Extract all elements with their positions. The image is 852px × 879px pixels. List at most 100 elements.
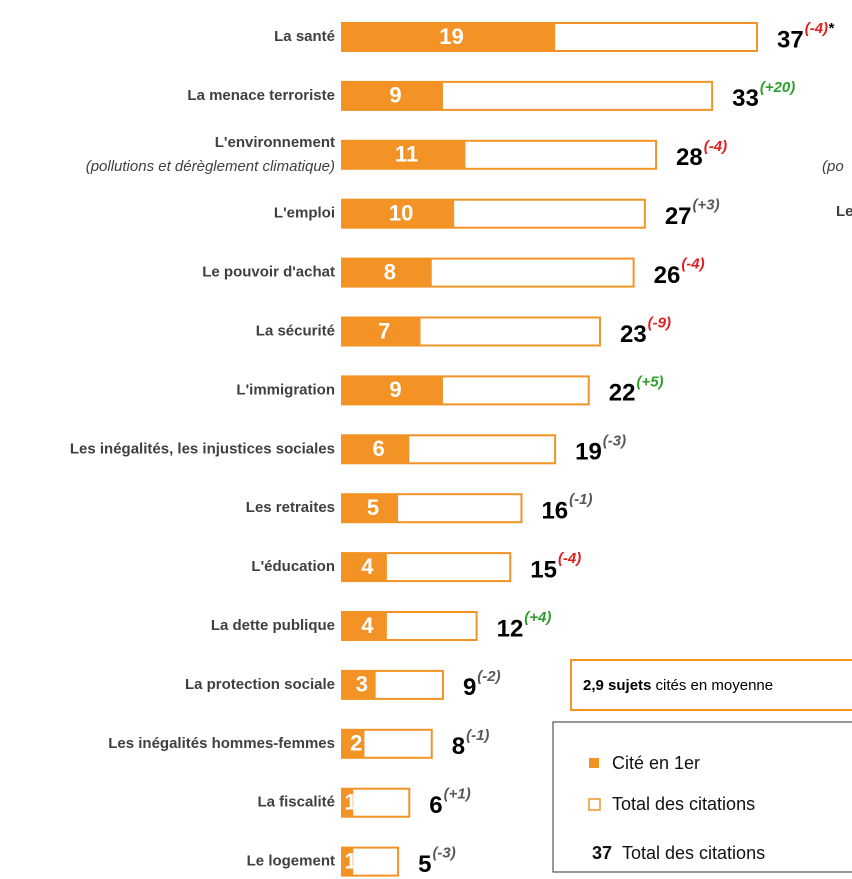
average-box [570, 659, 852, 711]
value-total: 12 [497, 615, 524, 642]
value-total: 15 [530, 556, 557, 583]
bar-total [341, 728, 433, 759]
change-label: (-4) [681, 256, 704, 273]
value-total: 37 [777, 26, 804, 53]
value-total: 19 [575, 439, 602, 466]
value-first: 5 [367, 495, 379, 520]
change-value: (-1) [466, 727, 489, 744]
change-value: (+20) [760, 79, 795, 96]
change-label: (+5) [636, 373, 663, 390]
change-label: (+1) [444, 786, 471, 803]
value-total: 6 [429, 792, 442, 819]
bar-first [342, 729, 365, 758]
legend-label: Total des citations [622, 843, 765, 863]
category-label: La fiscalité [257, 794, 335, 811]
bar-total [341, 611, 478, 641]
change-label: (+3) [693, 197, 720, 214]
change-value: (-3) [432, 845, 455, 862]
legend-swatch-total [588, 798, 601, 811]
legend-box [552, 721, 852, 873]
category-sublabel: (pollutions et dérèglement climatique) [86, 158, 335, 175]
change-label: (-4) [558, 550, 581, 567]
change-label: (-4)* [805, 20, 835, 37]
change-value: (+3) [693, 197, 720, 214]
category-label: La protection sociale [185, 676, 335, 693]
bar-total [341, 257, 635, 288]
value-total: 23 [620, 321, 647, 348]
category-label: Le logement [247, 853, 335, 870]
bar-first [342, 670, 376, 699]
bar-first [342, 494, 399, 523]
category-label: La sécurité [256, 322, 335, 339]
bar-total [341, 669, 444, 700]
change-label: (-2) [477, 668, 500, 685]
bar-first [342, 376, 443, 405]
legend-value: 37 [592, 843, 612, 863]
bar-first [342, 788, 354, 817]
value-first: 3 [356, 672, 368, 697]
clipped-text: Le [836, 203, 852, 220]
bar-first [342, 612, 387, 640]
change-value: (-2) [477, 668, 500, 685]
value-first: 11 [395, 142, 418, 167]
category-label: La dette publique [211, 617, 335, 634]
change-value: (-4) [805, 20, 828, 37]
change-value: (+5) [636, 373, 663, 390]
value-first: 19 [439, 24, 463, 49]
category-label: Les inégalités, les injustices sociales [70, 440, 335, 457]
bar-total [341, 787, 411, 818]
change-label: (+4) [524, 609, 551, 626]
bar-first [342, 317, 421, 346]
bar-total [341, 552, 512, 583]
bar-first [342, 140, 466, 169]
bar-total [341, 139, 658, 170]
change-value: (+1) [444, 786, 471, 803]
bar-first [342, 199, 455, 228]
value-first: 8 [384, 259, 396, 284]
value-first: 10 [389, 201, 413, 226]
value-total: 33 [732, 85, 759, 112]
bar-total [341, 375, 590, 406]
category-label: L'emploi [274, 205, 335, 222]
value-first: 4 [361, 613, 374, 638]
value-first: 9 [389, 377, 401, 402]
value-first: 4 [361, 554, 374, 579]
bar-first [342, 258, 432, 287]
value-total: 8 [452, 733, 465, 760]
category-label: Les retraites [246, 499, 335, 516]
change-label: (-1) [466, 727, 489, 744]
bar-first [342, 23, 556, 51]
bar-total [341, 846, 400, 877]
change-value: (-4) [704, 138, 727, 155]
bar-first [342, 435, 410, 464]
bar-total [341, 434, 557, 465]
category-label: L'éducation [251, 558, 335, 575]
category-label: La santé [274, 28, 335, 45]
change-label: (-9) [648, 314, 671, 331]
change-label: (-3) [432, 845, 455, 862]
category-label: La menace terroriste [187, 87, 335, 104]
legend-label: Total des citations [612, 794, 755, 814]
category-label: Le pouvoir d'achat [202, 264, 335, 281]
value-first: 9 [389, 83, 401, 108]
category-label: Les inégalités hommes-femmes [108, 735, 335, 752]
value-total: 16 [541, 498, 568, 525]
change-label: (+20) [760, 79, 795, 96]
change-label: (-3) [603, 432, 626, 449]
category-label: L'environnement [215, 134, 335, 151]
bar-total [341, 198, 646, 229]
bar-first [342, 847, 354, 876]
average-text: 2,9 sujets cités en moyenne [583, 677, 773, 694]
category-label: L'immigration [236, 381, 335, 398]
legend-label: Cité en 1er [612, 753, 700, 773]
value-total: 5 [418, 851, 431, 878]
value-first: 7 [378, 318, 390, 343]
average-bold: 2,9 sujets [583, 677, 651, 694]
value-total: 9 [463, 674, 476, 701]
clipped-text: (po [822, 158, 844, 175]
change-value: (+4) [524, 609, 551, 626]
bar-total [341, 493, 523, 524]
change-value: (-3) [603, 432, 626, 449]
change-value: (-4) [681, 256, 704, 273]
